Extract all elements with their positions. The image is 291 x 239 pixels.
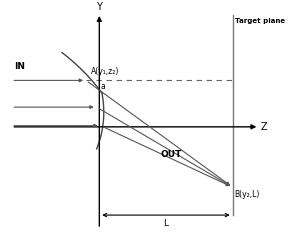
Text: OUT: OUT	[161, 150, 182, 159]
Text: Z: Z	[260, 122, 267, 132]
Text: A(y₁,z₂): A(y₁,z₂)	[91, 67, 120, 76]
Text: L: L	[164, 219, 168, 228]
Text: Y: Y	[96, 2, 102, 12]
Text: Target plane: Target plane	[235, 18, 285, 24]
Text: B(y₂,L): B(y₂,L)	[234, 190, 259, 199]
Text: a: a	[101, 81, 105, 91]
Text: IN: IN	[14, 62, 25, 71]
